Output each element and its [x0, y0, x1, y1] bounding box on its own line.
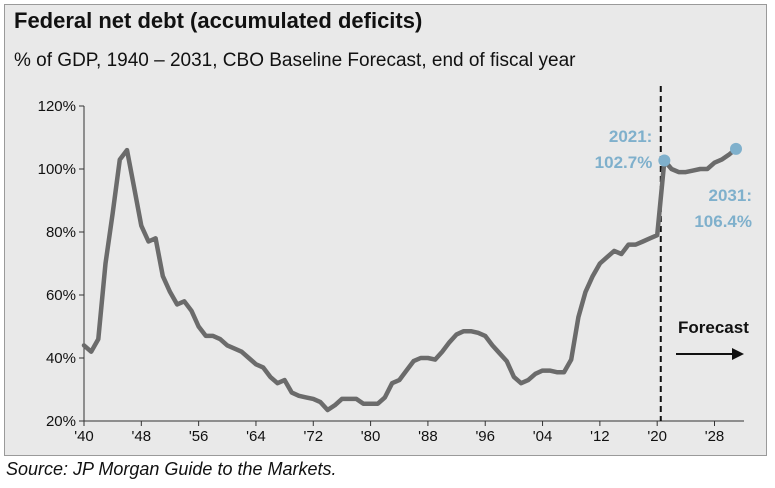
x-tick-label: '72 — [303, 428, 323, 445]
chart-subtitle: % of GDP, 1940 – 2031, CBO Baseline Fore… — [14, 50, 576, 71]
y-tick-label: 80% — [46, 224, 76, 241]
y-tick-label: 120% — [38, 98, 76, 115]
chart-title: Federal net debt (accumulated deficits) — [14, 8, 423, 33]
forecast-arrow-head — [732, 348, 744, 360]
x-tick-label: '48 — [132, 428, 152, 445]
x-tick-label: '64 — [246, 428, 266, 445]
y-tick-label: 40% — [46, 350, 76, 367]
x-tick-label: '04 — [533, 428, 553, 445]
y-tick-label: 60% — [46, 287, 76, 304]
x-tick-label: '20 — [647, 428, 667, 445]
x-tick-label: '28 — [705, 428, 725, 445]
annotation-value-label: 102.7% — [595, 153, 653, 172]
series-line — [81, 146, 739, 413]
x-tick-label: '96 — [475, 428, 495, 445]
chart-panel — [4, 4, 767, 456]
y-tick-label: 100% — [38, 161, 76, 178]
annotation-marker — [730, 142, 742, 155]
forecast-label: Forecast — [678, 318, 749, 337]
x-tick-label: '88 — [418, 428, 438, 445]
x-tick-label: '80 — [361, 428, 381, 445]
annotation-value-label: 106.4% — [694, 212, 752, 231]
chart-plot: 20% 40% 60% 80% 100% 120% '40 '48 '56 '64 '72 '80 '8… — [38, 86, 752, 445]
annotation-year-label: 2031: — [709, 186, 752, 205]
annotation-year-label: 2021: — [609, 127, 652, 146]
x-tick-label: '40 — [74, 428, 94, 445]
y-tick-label: 20% — [46, 413, 76, 430]
x-tick-label: '12 — [590, 428, 610, 445]
source-note: Source: JP Morgan Guide to the Markets. — [6, 459, 337, 479]
x-tick-label: '56 — [189, 428, 209, 445]
annotation-marker — [658, 154, 671, 167]
